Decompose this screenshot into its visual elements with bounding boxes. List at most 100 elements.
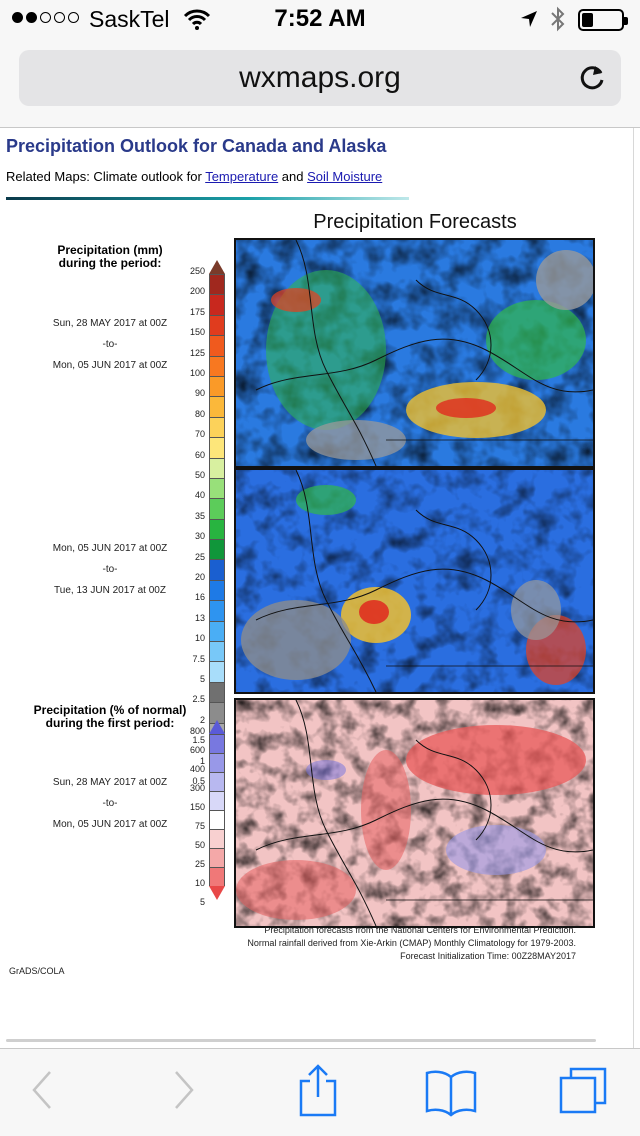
colorbar-segment (209, 274, 225, 295)
colorbar-tick-label: 75 (194, 821, 205, 831)
colorbar-tick-label: 80 (194, 408, 205, 419)
soil-moisture-link[interactable]: Soil Moisture (307, 169, 383, 184)
pct-legend-title-line2: during the first period: (45, 716, 175, 730)
related-maps: Related Maps: Climate outlook for Temper… (6, 169, 382, 184)
page-edge (633, 128, 634, 1048)
signal-dot (26, 12, 37, 23)
colorbar-segment (209, 734, 225, 753)
address-bar[interactable]: wxmaps.org (19, 50, 621, 106)
colorbar-segment (209, 681, 225, 703)
colorbar-segment (209, 457, 225, 478)
colorbar-tick-label: 5 (199, 897, 205, 907)
colorbar-segment (209, 355, 225, 376)
colorbar-segment (209, 294, 225, 315)
colorbar-tick-label: 10 (194, 878, 205, 888)
colorbar-tick-label: 600 (189, 745, 205, 755)
carrier-name: SaskTel (89, 6, 170, 32)
wifi-icon (183, 8, 211, 35)
colorbar-tick-label: 70 (194, 429, 205, 440)
colorbar-tick-label: 20 (194, 572, 205, 582)
colorbar-tick-label: 13 (194, 612, 205, 623)
colorbar-tick-label: 250 (189, 266, 205, 276)
share-icon[interactable] (296, 1063, 340, 1124)
signal-dot (40, 12, 51, 23)
tabs-icon[interactable] (558, 1065, 610, 1122)
colorbar-segment (209, 335, 225, 356)
colorbar-segment (209, 600, 225, 621)
colorbar-segment (209, 848, 225, 867)
colorbar-tick-label: 300 (189, 783, 205, 793)
period2-end: Tue, 13 JUN 2017 at 00Z (54, 585, 166, 596)
colorbar-tick-label: 25 (194, 859, 205, 869)
period2-start: Mon, 05 JUN 2017 at 00Z (52, 543, 168, 554)
colorbar-segment (209, 702, 225, 723)
forward-icon[interactable] (170, 1069, 196, 1116)
colorbar-tick-label: 50 (194, 470, 205, 480)
colorbar-segment (209, 641, 225, 662)
pct-legend-title-line1: Precipitation (% of normal) (33, 703, 187, 717)
colorbar-segment (209, 791, 225, 810)
colorbar-tick-label: 7.5 (192, 653, 205, 664)
period1-sep: -to- (102, 339, 118, 350)
colorbar-tick-label: 100 (189, 368, 205, 378)
pct-legend-title: Precipitation (% of normal) during the f… (30, 704, 190, 730)
colorbar-segment (209, 772, 225, 791)
amount-colorbar: 250 200 175 150 125 100 90 80 70 60 50 40 35 30 25 20 16… (190, 260, 225, 786)
period2-sep: -to- (102, 564, 118, 575)
browser-toolbar (0, 1048, 640, 1136)
colorbar-segment (209, 437, 225, 458)
forecast-map-period1 (234, 238, 595, 468)
colorbar-segment (209, 396, 225, 417)
reload-icon[interactable] (577, 63, 607, 98)
colorbar-tick-label: 400 (189, 764, 205, 774)
colorbar-segment (209, 416, 225, 438)
colorbar-segment (209, 620, 225, 642)
battery-nub (624, 17, 628, 25)
period3-dates: Sun, 28 MAY 2017 at 00Z -to- Mon, 05 JUN… (20, 772, 200, 835)
signal-dot (68, 12, 79, 23)
colorbar-tick-label: 50 (194, 840, 205, 850)
bookmarks-icon[interactable] (424, 1067, 478, 1122)
signal-strength-icon (12, 12, 79, 23)
colorbar-tick-label: 60 (194, 449, 205, 460)
colorbar-tick-label: 2 (199, 714, 205, 725)
bluetooth-icon (550, 6, 566, 37)
footnote-line2: Normal rainfall derived from Xie-Arkin (… (247, 938, 576, 948)
title-divider (6, 197, 409, 200)
forecast-map-period2 (234, 468, 595, 694)
colorbar-tick-label: 16 (194, 592, 205, 603)
clock: 7:52 AM (274, 5, 366, 32)
related-prefix: Related Maps: Climate outlook for (6, 169, 206, 184)
temperature-link[interactable]: Temperature (205, 169, 279, 184)
back-icon[interactable] (30, 1069, 56, 1116)
colorbar-tick-label: 2.5 (192, 694, 205, 705)
footnote-line3: Forecast Initialization Time: 00Z28MAY20… (400, 951, 576, 961)
colorbar-tick-label: 10 (194, 633, 205, 644)
related-and: and (278, 169, 308, 184)
pct-colorbar: 800 600 400 300 150 75 50 25 10 5 (190, 720, 225, 907)
amount-legend-title-line1: Precipitation (mm) (57, 243, 163, 257)
battery-icon (578, 9, 628, 31)
web-page: Precipitation Outlook for Canada and Ala… (0, 128, 640, 1048)
amount-legend-title-line2: during the period: (58, 256, 162, 270)
colorbar-segment (209, 314, 225, 336)
period3-start: Sun, 28 MAY 2017 at 00Z (52, 777, 168, 788)
colorbar-tick-label: 175 (189, 306, 205, 317)
colorbar-segment (209, 810, 225, 829)
period2-dates: Mon, 05 JUN 2017 at 00Z -to- Tue, 13 JUN… (20, 538, 200, 601)
horizontal-scrollbar[interactable] (6, 1039, 596, 1042)
credit-label: GrADS/COLA (9, 966, 65, 976)
colorbar-segment (209, 661, 225, 682)
footnote-line1: Precipitation forecasts from the Nationa… (264, 925, 576, 935)
colorbar-tick-label: 1 (199, 755, 205, 766)
status-bar: SaskTel 7:52 AM (0, 0, 640, 40)
colorbar-top-arrow (209, 260, 225, 274)
colorbar-tick-label: 25 (194, 551, 205, 562)
colorbar-tick-label: 90 (194, 388, 205, 399)
period3-end: Mon, 05 JUN 2017 at 00Z (52, 819, 168, 830)
colorbar-segment (209, 753, 225, 772)
url-text[interactable]: wxmaps.org (239, 61, 401, 94)
percent-normal-map (234, 698, 595, 928)
colorbar-segment (209, 579, 225, 601)
colorbar-bottom-arrow (209, 886, 225, 900)
